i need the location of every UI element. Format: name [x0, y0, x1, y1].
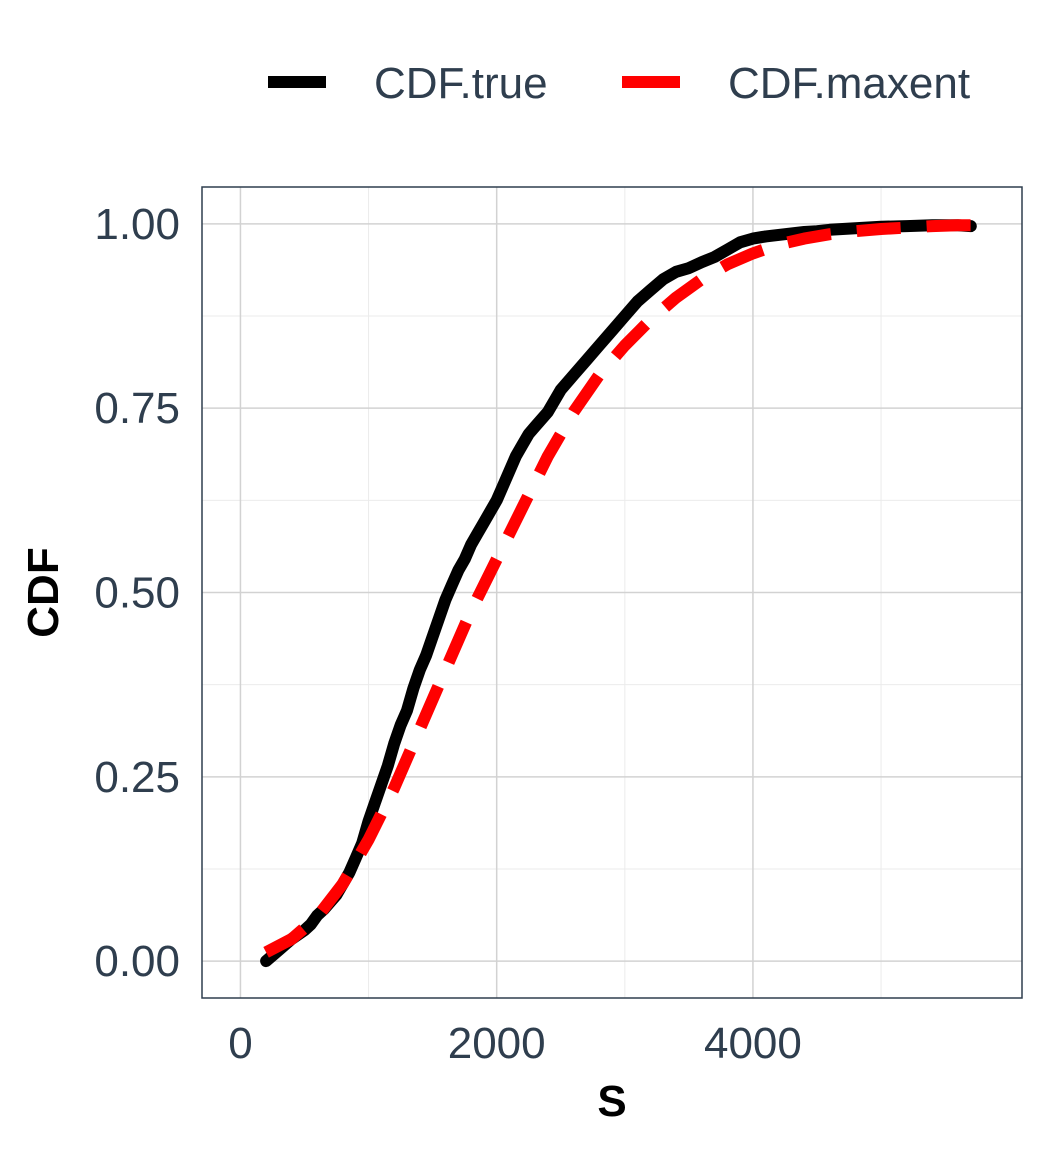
x-axis-title: S [597, 1077, 626, 1126]
plot-panel-border [201, 186, 1023, 999]
x-tick-label-2: 4000 [704, 1019, 802, 1068]
y-tick-label-3: 0.75 [94, 384, 180, 433]
y-axis-title: CDF [19, 547, 68, 637]
y-tick-label-0: 0.00 [94, 937, 180, 986]
y-tick-label-4: 1.00 [94, 200, 180, 249]
series-line-cdf-maxent [263, 219, 971, 958]
y-tick-label-1: 0.25 [94, 753, 180, 802]
x-axis-ticks: 0 2000 4000 [228, 1019, 802, 1068]
x-tick-label-0: 0 [228, 1019, 252, 1068]
y-tick-label-2: 0.50 [94, 569, 180, 618]
x-tick-label-1: 2000 [448, 1019, 546, 1068]
legend-label-cdf-maxent: CDF.maxent [728, 59, 970, 108]
legend: CDF.true CDF.maxent [268, 59, 970, 108]
series-line-cdf-true [260, 219, 977, 968]
legend-label-cdf-true: CDF.true [374, 59, 548, 108]
series-layer [260, 219, 977, 968]
grid [202, 187, 1022, 998]
y-axis-ticks: 0.00 0.25 0.50 0.75 1.00 [94, 200, 180, 986]
